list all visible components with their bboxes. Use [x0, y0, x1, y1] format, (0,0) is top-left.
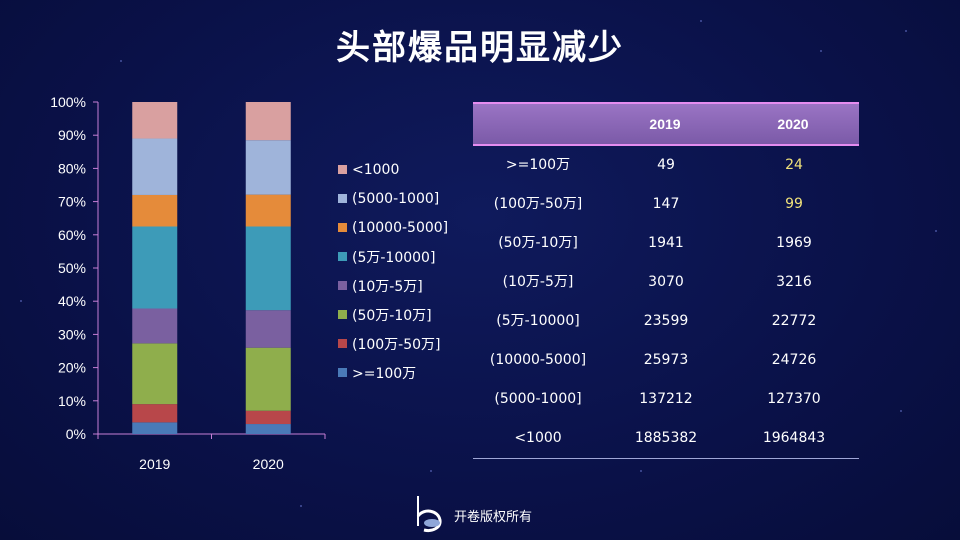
table-cell-2019: 147 — [652, 196, 680, 212]
table-cell-2020: 127370 — [767, 391, 821, 407]
legend-swatch — [338, 194, 347, 203]
y-tick-label: 90% — [58, 127, 86, 143]
x-tick-label-2020: 2020 — [253, 456, 284, 472]
chart-legend: <1000 (5000-1000] (10000-5000] (5万-10000] (1… — [338, 155, 448, 387]
legend-label: (5000-1000] — [352, 190, 440, 207]
table-cell-2019: 137212 — [639, 391, 693, 407]
table-cell-label: >=100万 — [505, 157, 571, 173]
y-tick-label: 60% — [58, 227, 86, 243]
table-cell-2019: 3070 — [648, 274, 684, 290]
legend-label: (100万-50万] — [352, 336, 441, 353]
bar-segment-2020-7 — [245, 102, 291, 141]
y-tick-label: 10% — [58, 393, 86, 409]
footer-copyright: 开卷版权所有 — [454, 509, 533, 525]
legend-item: (5000-1000] — [338, 184, 448, 213]
bar-segment-2020-6 — [245, 140, 291, 195]
bar-segment-2020-4 — [245, 226, 291, 311]
legend-label: <1000 — [352, 161, 400, 178]
table-cell-2019: 1885382 — [634, 430, 698, 446]
table-cell-2020: 99 — [785, 196, 803, 212]
x-tick-label-2019: 2019 — [139, 456, 170, 472]
legend-item: >=100万 — [338, 358, 448, 387]
data-table: 2019 2020 >=100万 49 24 (100万-50万] 147 99 (50万-… — [473, 102, 859, 459]
table-cell-label: (5万-10000] — [496, 313, 580, 329]
table-header-2020: 2020 — [777, 116, 809, 132]
y-tick-label: 50% — [58, 260, 86, 276]
table-cell-2020: 24 — [785, 157, 803, 173]
table-cell-2020: 1964843 — [762, 430, 826, 446]
legend-item: (5万-10000] — [338, 242, 448, 271]
table-row: (10万-5万] 3070 3216 — [473, 263, 859, 302]
legend-swatch — [338, 281, 347, 290]
table-row: >=100万 49 24 — [473, 146, 859, 185]
bar-segment-2020-1 — [245, 410, 291, 425]
table-body: >=100万 49 24 (100万-50万] 147 99 (50万-10万] 1941 19… — [473, 146, 859, 458]
y-tick-label: 20% — [58, 360, 86, 376]
kaijuan-logo-icon — [416, 496, 442, 532]
bar-segment-2019-3 — [132, 308, 178, 344]
table-cell-2019: 23599 — [643, 313, 689, 329]
legend-swatch — [338, 339, 347, 348]
bar-segment-2019-1 — [132, 404, 178, 423]
y-tick-label: 80% — [58, 160, 86, 176]
bar-segment-2019-4 — [132, 226, 178, 309]
legend-item: (100万-50万] — [338, 329, 448, 358]
table-cell-2020: 22772 — [771, 313, 817, 329]
table-row: (10000-5000] 25973 24726 — [473, 341, 859, 380]
legend-item: (50万-10万] — [338, 300, 448, 329]
legend-swatch — [338, 223, 347, 232]
table-cell-label: (100万-50万] — [493, 196, 583, 212]
legend-item: (10万-5万] — [338, 271, 448, 300]
table-cell-label: (50万-10万] — [498, 235, 578, 251]
bar-segment-2019-7 — [132, 102, 178, 139]
table-header-2019: 2019 — [649, 116, 681, 132]
table-cell-label: <1000 — [514, 430, 562, 446]
legend-swatch — [338, 252, 347, 261]
table-cell-2019: 25973 — [643, 352, 689, 368]
legend-swatch — [338, 310, 347, 319]
bar-segment-2020-2 — [245, 347, 291, 411]
bar-segment-2020-3 — [245, 310, 291, 348]
legend-label: (50万-10万] — [352, 307, 432, 324]
legend-label: (10万-5万] — [352, 278, 423, 295]
bar-segment-2020-0 — [245, 424, 291, 434]
table-cell-2020: 24726 — [771, 352, 817, 368]
y-tick-label: 40% — [58, 293, 86, 309]
table-row: (100万-50万] 147 99 — [473, 185, 859, 224]
table-row: <1000 1885382 1964843 — [473, 419, 859, 458]
legend-label: (5万-10000] — [352, 249, 436, 266]
table-cell-label: (10000-5000] — [489, 352, 587, 368]
table-cell-2020: 1969 — [776, 235, 812, 251]
y-tick-label: 70% — [58, 194, 86, 210]
table-header: 2019 2020 — [473, 102, 859, 146]
table-cell-label: (10万-5万] — [502, 274, 574, 290]
table-row: (5万-10000] 23599 22772 — [473, 302, 859, 341]
page-title: 头部爆品明显减少 — [336, 28, 624, 68]
legend-label: >=100万 — [352, 365, 417, 382]
legend-item: (10000-5000] — [338, 213, 448, 242]
legend-item: <1000 — [338, 155, 448, 184]
y-tick-label: 0% — [66, 426, 86, 442]
table-row: (50万-10万] 1941 1969 — [473, 224, 859, 263]
footer: 开卷版权所有 — [414, 496, 532, 534]
table-row: (5000-1000] 137212 127370 — [473, 380, 859, 419]
legend-swatch — [338, 368, 347, 377]
y-tick-label: 100% — [50, 94, 86, 110]
bar-segment-2019-2 — [132, 343, 178, 405]
bar-segment-2019-5 — [132, 194, 178, 227]
table-bottom-rule — [473, 458, 859, 459]
legend-swatch — [338, 165, 347, 174]
y-tick-label: 30% — [58, 326, 86, 342]
table-cell-2020: 3216 — [776, 274, 812, 290]
bar-segment-2019-6 — [132, 138, 178, 195]
table-cell-2019: 49 — [657, 157, 675, 173]
bar-segment-2020-5 — [245, 194, 291, 227]
stacked-bar-chart: 0% 10% 20% 30% 40% 50% 60% 70% 80% 90% 100% 2019 202… — [50, 94, 326, 472]
table-cell-2019: 1941 — [648, 235, 684, 251]
table-cell-label: (5000-1000] — [494, 391, 582, 407]
legend-label: (10000-5000] — [352, 219, 449, 236]
bar-segment-2019-0 — [132, 422, 178, 434]
